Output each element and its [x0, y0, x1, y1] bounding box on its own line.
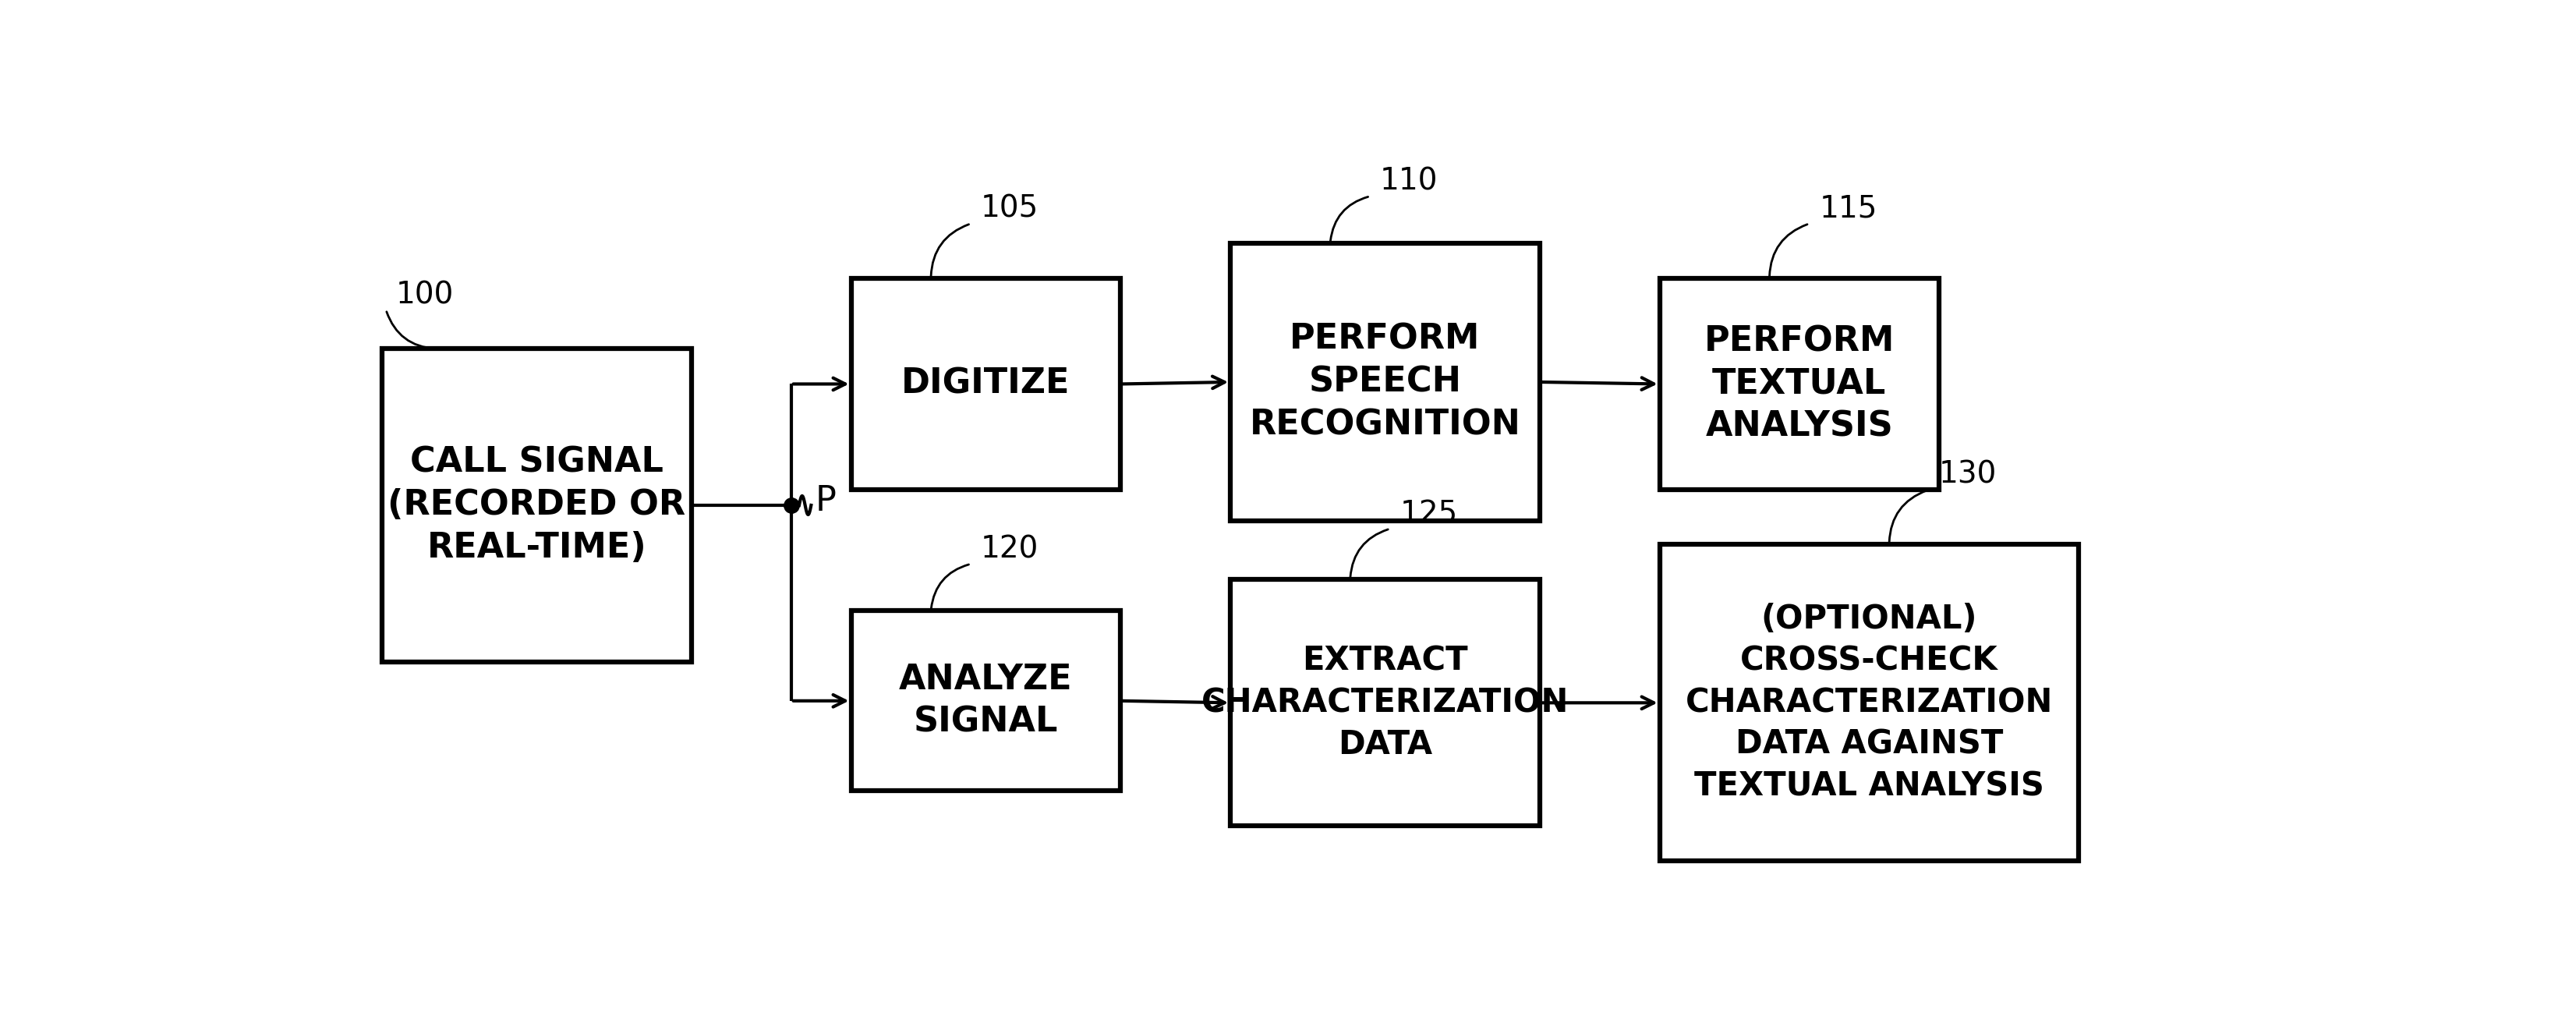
Text: 105: 105	[981, 194, 1038, 224]
Text: DIGITIZE: DIGITIZE	[902, 367, 1069, 400]
Text: EXTRACT
CHARACTERIZATION
DATA: EXTRACT CHARACTERIZATION DATA	[1200, 645, 1569, 761]
Bar	[1659, 278, 1940, 490]
Text: 115: 115	[1819, 194, 1878, 224]
Text: CALL SIGNAL
(RECORDED OR
REAL-TIME): CALL SIGNAL (RECORDED OR REAL-TIME)	[386, 446, 685, 565]
Text: 100: 100	[397, 280, 453, 310]
Text: 130: 130	[1940, 460, 1996, 490]
Text: (OPTIONAL)
CROSS-CHECK
CHARACTERIZATION
DATA AGAINST
TEXTUAL ANALYSIS: (OPTIONAL) CROSS-CHECK CHARACTERIZATION …	[1685, 602, 2053, 803]
Text: ANALYZE
SIGNAL: ANALYZE SIGNAL	[899, 662, 1072, 739]
Text: 110: 110	[1381, 167, 1437, 196]
Text: 120: 120	[981, 534, 1038, 564]
Bar	[381, 348, 690, 661]
Bar	[1659, 545, 2079, 862]
Text: P: P	[814, 485, 837, 518]
Text: PERFORM
SPEECH
RECOGNITION: PERFORM SPEECH RECOGNITION	[1249, 322, 1520, 442]
Bar	[1231, 243, 1540, 521]
Text: 125: 125	[1401, 499, 1458, 528]
Bar	[850, 278, 1121, 490]
Text: PERFORM
TEXTUAL
ANALYSIS: PERFORM TEXTUAL ANALYSIS	[1705, 324, 1893, 444]
Bar	[1231, 579, 1540, 826]
Bar	[850, 611, 1121, 790]
